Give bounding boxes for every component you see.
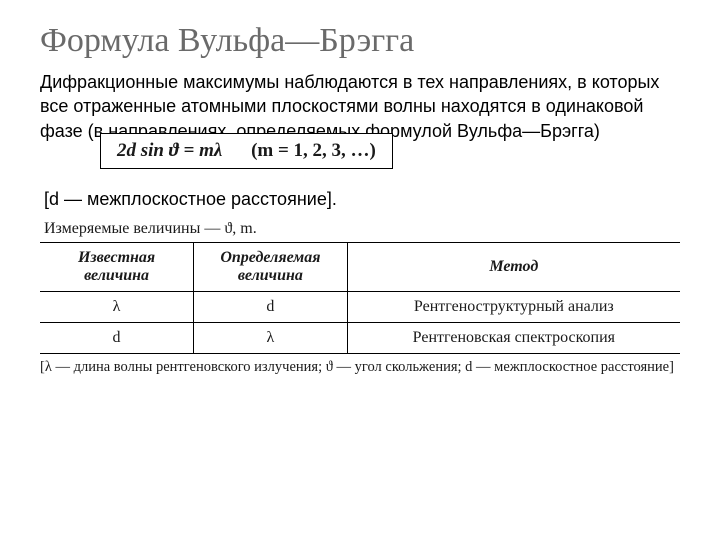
- cell-method: Рентгеноструктурный анализ: [347, 291, 680, 322]
- table-row: d λ Рентгеновская спектроскопия: [40, 322, 680, 353]
- cell-known: d: [40, 322, 194, 353]
- cell-determined: λ: [194, 322, 348, 353]
- formula-box: 2d sin ϑ = mλ (m = 1, 2, 3, …): [100, 133, 393, 169]
- header-determined: Определяемая величина: [194, 242, 348, 291]
- d-note: [d — межплоскостное расстояние].: [44, 189, 680, 210]
- header-method: Метод: [347, 242, 680, 291]
- table-header-row: Известная величина Определяемая величина…: [40, 242, 680, 291]
- cell-method: Рентгеновская спектроскопия: [347, 322, 680, 353]
- table-legend: [λ — длина волны рентгеновского излучени…: [40, 358, 680, 378]
- slide-title: Формула Вульфа—Брэгга: [40, 22, 680, 60]
- formula-range: (m = 1, 2, 3, …): [251, 140, 376, 161]
- header-known: Известная величина: [40, 242, 194, 291]
- cell-known: λ: [40, 291, 194, 322]
- cell-determined: d: [194, 291, 348, 322]
- methods-table: Известная величина Определяемая величина…: [40, 242, 680, 354]
- formula-expression: 2d sin ϑ = mλ: [117, 140, 222, 161]
- table-row: λ d Рентгеноструктурный анализ: [40, 291, 680, 322]
- measured-quantities: Измеряемые величины — ϑ, m.: [44, 220, 680, 238]
